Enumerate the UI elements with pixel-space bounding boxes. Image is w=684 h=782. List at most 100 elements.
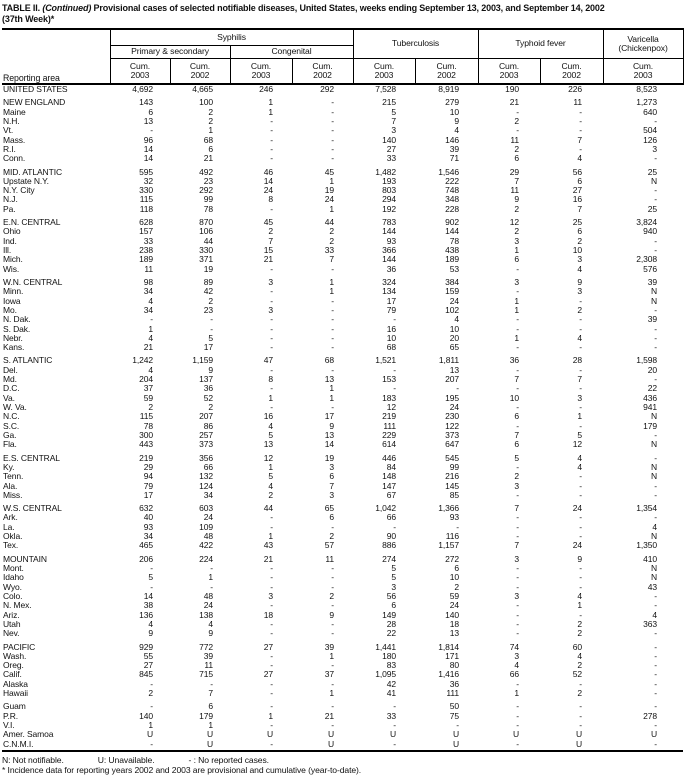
data-cell: 1 bbox=[514, 688, 520, 699]
table-row: Upstate N.Y. 32 23 14 1 193 222 7 6 N bbox=[2, 175, 683, 186]
row-area-label: Ga. bbox=[3, 429, 17, 440]
data-cell: 1 bbox=[329, 688, 334, 699]
row-area-label: Mo. bbox=[3, 304, 17, 315]
data-cell: - bbox=[456, 383, 460, 394]
data-cell: - bbox=[331, 332, 334, 343]
data-cell: - bbox=[516, 720, 520, 730]
data-cell: 3 bbox=[391, 125, 396, 136]
row-area-label: Calif. bbox=[3, 669, 22, 680]
data-cell: 492 bbox=[199, 166, 213, 177]
table-row: Minn. 34 42 - 1 134 159 - 3 N bbox=[2, 286, 683, 297]
data-cell: - bbox=[150, 738, 153, 749]
data-cell: 3 bbox=[514, 235, 520, 246]
data-cell: 222 bbox=[445, 175, 460, 186]
table-row: Idaho 5 1 - - 5 10 - - N bbox=[2, 572, 683, 583]
data-cell: 1,521 bbox=[375, 355, 396, 366]
data-cell: 171 bbox=[445, 650, 460, 661]
data-cell: 5 bbox=[208, 332, 213, 343]
table-row: V.I. 1 1 - - - - - - - bbox=[2, 720, 683, 730]
data-cell: 3 bbox=[329, 461, 334, 472]
data-cell: - bbox=[150, 678, 153, 689]
footnote-n: N: Not notifiable. bbox=[2, 754, 64, 765]
data-cell: 1,350 bbox=[636, 540, 658, 551]
table-row: Nebr. 4 5 - - 10 20 1 4 - bbox=[2, 332, 683, 343]
data-cell: 7 bbox=[514, 429, 520, 440]
data-cell: - bbox=[150, 125, 153, 136]
data-cell: 783 bbox=[382, 217, 396, 228]
data-cell: - bbox=[270, 134, 273, 145]
data-cell: 24 bbox=[263, 185, 273, 196]
data-cell: 13 bbox=[143, 115, 153, 126]
data-cell: - bbox=[516, 531, 520, 542]
data-cell: 21 bbox=[509, 97, 520, 108]
data-cell: 18 bbox=[263, 609, 273, 620]
data-cell: 2 bbox=[577, 304, 583, 315]
data-cell: 115 bbox=[139, 194, 153, 205]
data-cell: 27 bbox=[263, 669, 273, 680]
data-cell: 79 bbox=[386, 304, 396, 315]
data-cell: 44 bbox=[263, 503, 273, 514]
table-title-text: Provisional cases of selected notifiable… bbox=[91, 3, 605, 13]
data-cell: 46 bbox=[263, 166, 273, 177]
data-cell: 159 bbox=[445, 286, 460, 297]
data-cell: - bbox=[270, 688, 273, 699]
data-cell: 1,273 bbox=[636, 97, 658, 108]
row-area-label: D.C. bbox=[3, 383, 20, 394]
data-cell: - bbox=[579, 720, 583, 730]
footnote-symbols: N: Not notifiable. U: Unavailable. - : No … bbox=[2, 755, 683, 766]
data-cell: - bbox=[331, 106, 334, 117]
data-cell: 27 bbox=[143, 660, 153, 671]
data-cell: - bbox=[270, 720, 273, 730]
row-area-label: MID. ATLANTIC bbox=[3, 166, 62, 177]
footnote-star: * Incidence data for reporting years 200… bbox=[2, 765, 362, 776]
data-cell: 292 bbox=[320, 84, 334, 94]
row-area-label: Nebr. bbox=[3, 332, 23, 343]
data-cell: 1 bbox=[148, 323, 153, 334]
data-cell: 13 bbox=[449, 364, 460, 375]
data-cell: 66 bbox=[386, 512, 396, 523]
data-cell: 2 bbox=[514, 143, 520, 154]
data-cell: - bbox=[579, 115, 583, 126]
data-cell: 1 bbox=[208, 572, 213, 583]
row-area-label: W.S. CENTRAL bbox=[3, 503, 62, 514]
data-cell: 43 bbox=[647, 581, 658, 592]
cum-header-cong-2002: Cum. 2002 bbox=[291, 58, 354, 85]
data-cell: 3 bbox=[514, 553, 520, 564]
table-row: Miss. 17 34 2 3 67 85 - - - bbox=[2, 490, 683, 500]
data-cell: 7,528 bbox=[375, 84, 396, 94]
data-cell: - bbox=[516, 323, 520, 334]
data-cell: 6 bbox=[514, 153, 520, 164]
data-cell: 21 bbox=[324, 710, 334, 721]
data-cell: 115 bbox=[139, 411, 153, 422]
data-cell: 12 bbox=[509, 217, 520, 228]
data-cell: - bbox=[270, 342, 273, 353]
data-cell: 1 bbox=[208, 720, 213, 730]
data-cell: 2 bbox=[514, 471, 520, 482]
data-cell: 90 bbox=[386, 531, 396, 542]
data-cell: - bbox=[393, 720, 396, 730]
row-area-label: Idaho bbox=[3, 572, 24, 583]
data-cell: 4 bbox=[268, 420, 273, 431]
data-cell: - bbox=[654, 429, 658, 440]
data-cell: 1,095 bbox=[375, 669, 396, 680]
row-area-label: PACIFIC bbox=[3, 641, 36, 652]
data-cell: - bbox=[210, 323, 213, 334]
tuberculosis-group-header: Tuberculosis bbox=[352, 28, 479, 59]
data-cell: 300 bbox=[139, 429, 153, 440]
data-cell: 20 bbox=[449, 332, 460, 343]
data-cell: 443 bbox=[139, 439, 153, 450]
data-cell: - bbox=[331, 701, 334, 712]
data-cell: 126 bbox=[643, 134, 658, 145]
data-cell: - bbox=[654, 480, 658, 491]
data-cell: 25 bbox=[572, 217, 583, 228]
data-cell: 50 bbox=[449, 701, 460, 712]
data-cell: - bbox=[393, 314, 396, 325]
data-cell: 2 bbox=[329, 226, 334, 237]
data-cell: 410 bbox=[643, 553, 658, 564]
data-cell: 229 bbox=[382, 429, 396, 440]
data-cell: 3 bbox=[514, 590, 520, 601]
data-cell: 436 bbox=[643, 392, 658, 403]
data-cell: - bbox=[654, 153, 658, 164]
data-cell: 99 bbox=[203, 194, 213, 205]
data-cell: 2 bbox=[577, 618, 583, 629]
